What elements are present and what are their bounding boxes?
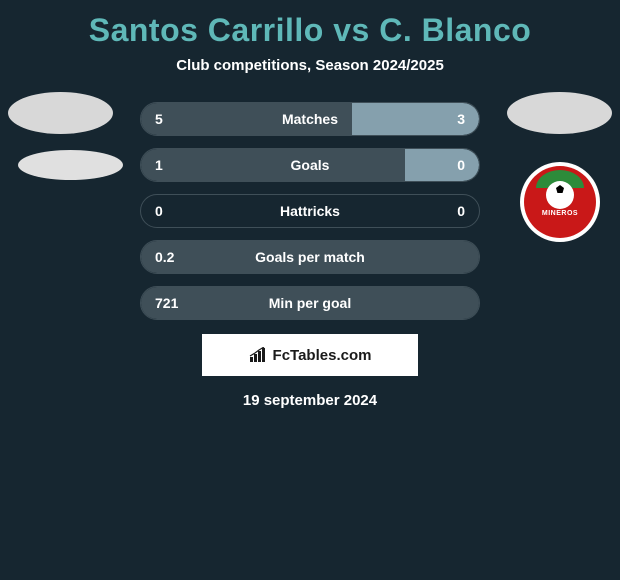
stat-row: 0.2Goals per match	[140, 240, 480, 274]
stat-row: 721Min per goal	[140, 286, 480, 320]
club-logo: MINEROS	[520, 162, 600, 242]
player1-avatar-shadow	[18, 150, 123, 180]
stat-label: Min per goal	[141, 295, 479, 311]
snapshot-date: 19 september 2024	[0, 392, 620, 409]
soccer-ball-icon	[546, 181, 574, 209]
stat-row: 53Matches	[140, 102, 480, 136]
stat-label: Goals	[141, 157, 479, 173]
player2-avatar-placeholder	[507, 92, 612, 134]
stats-container: MINEROS 53Matches 10Goals 00Hattricks 0.2Go…	[0, 102, 620, 320]
stat-row: 00Hattricks	[140, 194, 480, 228]
player1-avatar-placeholder	[8, 92, 113, 134]
stat-label: Goals per match	[141, 249, 479, 265]
club-name: MINEROS	[542, 210, 578, 217]
chart-icon	[249, 347, 269, 363]
comparison-title: Santos Carrillo vs C. Blanco	[0, 0, 620, 49]
subtitle: Club competitions, Season 2024/2025	[0, 57, 620, 74]
stat-label: Matches	[141, 111, 479, 127]
stat-label: Hattricks	[141, 203, 479, 219]
branding-box: FcTables.com	[202, 334, 418, 376]
club-logo-inner: MINEROS	[524, 166, 596, 238]
branding-text: FcTables.com	[273, 347, 372, 364]
stat-row: 10Goals	[140, 148, 480, 182]
